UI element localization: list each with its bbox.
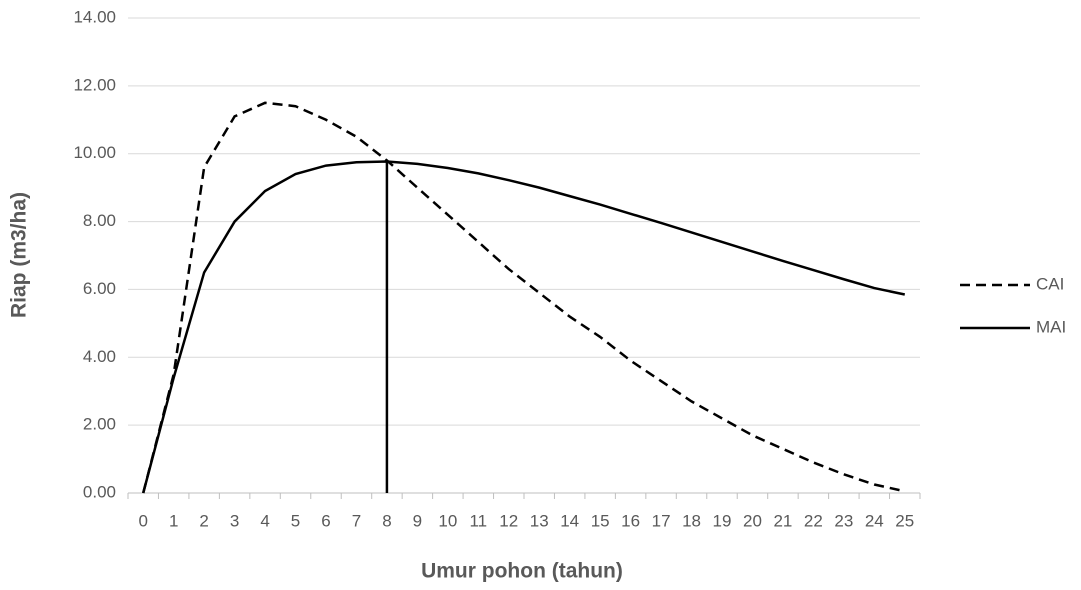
x-tick-label: 20 [743, 511, 762, 530]
x-tick-label: 19 [713, 511, 732, 530]
y-tick-label: 0.00 [83, 482, 116, 501]
x-tick-label: 4 [260, 511, 269, 530]
x-tick-label: 5 [291, 511, 300, 530]
series-line [142, 101, 906, 494]
x-tick-label: 2 [199, 511, 208, 530]
y-tick-label: 12.00 [73, 75, 116, 94]
legend-label: MAI [1036, 317, 1066, 336]
y-tick-label: 8.00 [83, 211, 116, 230]
x-tick-label: 23 [834, 511, 853, 530]
y-tick-label: 4.00 [83, 347, 116, 366]
x-tick-label: 10 [438, 511, 457, 530]
legend-label: CAI [1036, 274, 1064, 293]
x-tick-label: 6 [321, 511, 330, 530]
y-tick-label: 10.00 [73, 143, 116, 162]
x-tick-label: 12 [499, 511, 518, 530]
x-tick-label: 18 [682, 511, 701, 530]
y-tick-label: 14.00 [73, 7, 116, 26]
y-tick-label: 2.00 [83, 415, 116, 434]
series-line [142, 160, 906, 494]
x-tick-label: 9 [413, 511, 422, 530]
y-tick-label: 6.00 [83, 279, 116, 298]
x-tick-label: 7 [352, 511, 361, 530]
x-tick-label: 22 [804, 511, 823, 530]
x-tick-label: 14 [560, 511, 579, 530]
x-tick-label: 8 [382, 511, 391, 530]
x-tick-label: 16 [621, 511, 640, 530]
x-tick-label: 15 [591, 511, 610, 530]
x-tick-label: 1 [169, 511, 178, 530]
x-tick-label: 24 [865, 511, 884, 530]
y-axis-title: Riap (m3/ha) [8, 192, 31, 318]
x-axis-title: Umur pohon (tahun) [421, 560, 623, 583]
x-tick-label: 21 [773, 511, 792, 530]
x-tick-label: 25 [895, 511, 914, 530]
x-tick-label: 17 [652, 511, 671, 530]
x-tick-label: 0 [138, 511, 147, 530]
x-tick-label: 13 [530, 511, 549, 530]
x-tick-label: 3 [230, 511, 239, 530]
x-tick-label: 11 [469, 511, 487, 530]
